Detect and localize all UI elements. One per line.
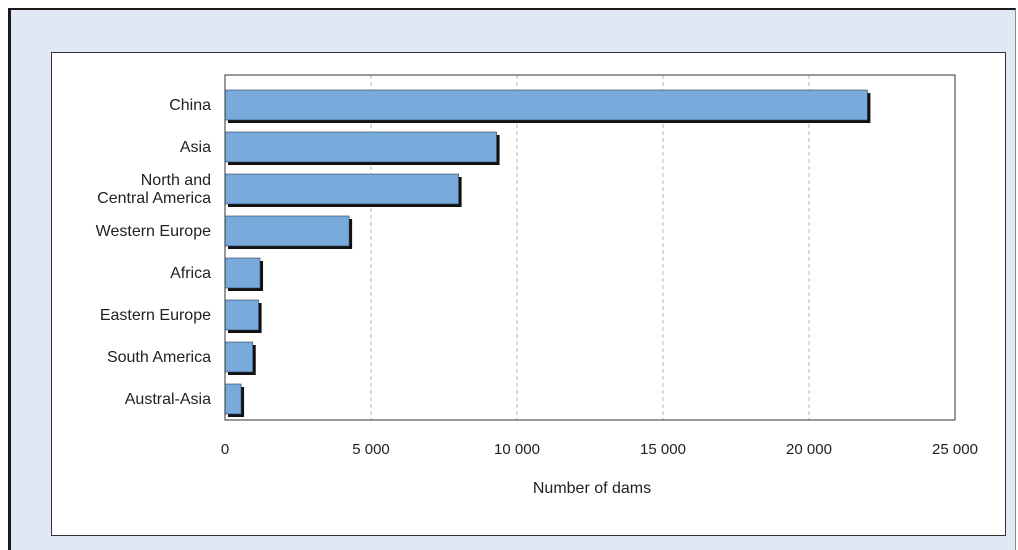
category-label: Austral-Asia: [125, 391, 211, 408]
x-tick-label: 15 000: [640, 441, 686, 458]
bar: [224, 299, 259, 331]
x-tick-label: 25 000: [932, 441, 978, 458]
gridlines: [370, 75, 810, 420]
category-label: Africa: [170, 265, 211, 282]
x-axis-title: Number of dams: [533, 480, 651, 497]
x-tick-label: 5 000: [352, 441, 390, 458]
plot-area-frame: [224, 74, 956, 421]
x-tick-label: 20 000: [786, 441, 832, 458]
chart-panel: [51, 52, 1006, 536]
bars: [224, 89, 871, 417]
bar: [224, 383, 242, 415]
bar: [224, 131, 497, 163]
category-label: Western Europe: [96, 223, 211, 240]
x-tick-label: 0: [221, 441, 229, 458]
bar: [224, 89, 868, 121]
bar: [224, 341, 254, 373]
x-tick-label: 10 000: [494, 441, 540, 458]
x-tick-labels: 0 5 000 10 000 15 000 20 000 25 000: [221, 441, 978, 458]
category-label: Asia: [180, 139, 211, 156]
bar: [224, 257, 261, 289]
category-label: South America: [107, 349, 211, 366]
bar: [224, 173, 459, 205]
bar: [224, 215, 350, 247]
category-labels: China Asia North and Central America Western…: [96, 97, 211, 408]
category-label: China: [169, 97, 211, 114]
category-label: North and Central America: [97, 172, 211, 207]
category-label: Eastern Europe: [100, 307, 211, 324]
